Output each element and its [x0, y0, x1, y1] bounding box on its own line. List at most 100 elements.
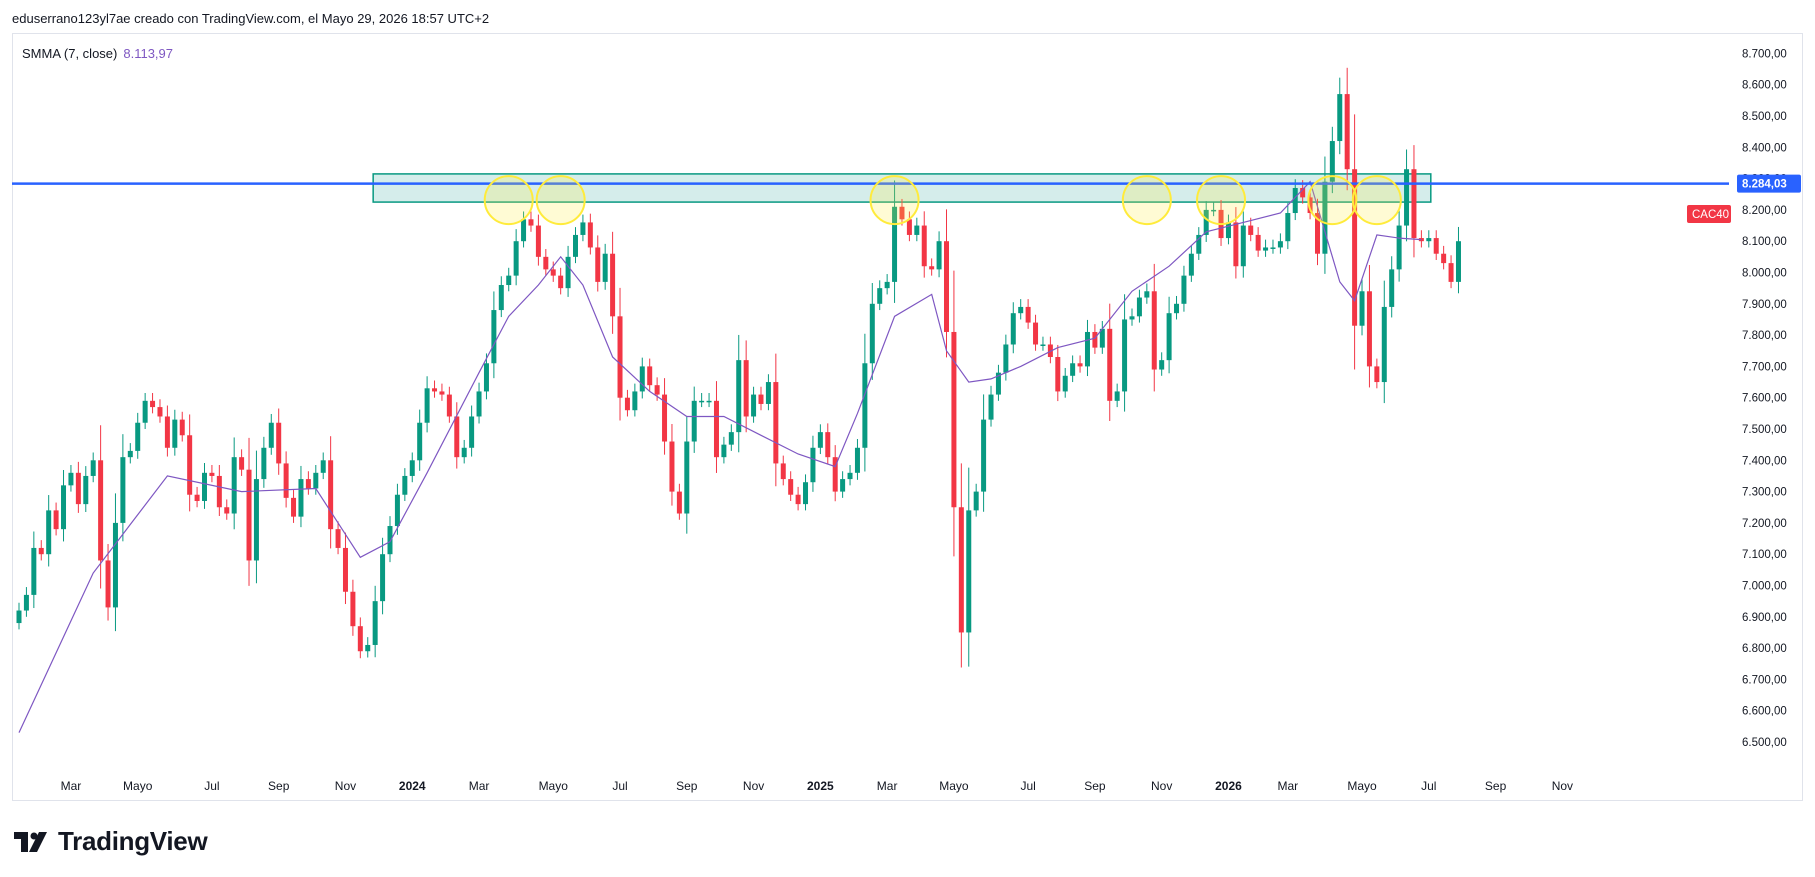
- candle-up: [936, 241, 942, 270]
- candle-down: [209, 472, 215, 476]
- candle-up: [1166, 313, 1172, 361]
- highlight-circle: [1196, 175, 1247, 226]
- symbol-badge: CAC40: [1692, 209, 1729, 221]
- candle-down: [1315, 213, 1320, 254]
- candle-up: [253, 479, 259, 561]
- price-label-box: [1737, 174, 1801, 193]
- candle-down: [1055, 357, 1061, 392]
- candle-up: [491, 310, 497, 364]
- symbol-badge-box: [1687, 205, 1731, 223]
- candle-down: [1092, 331, 1098, 348]
- candle-up: [803, 482, 809, 505]
- candle-down: [669, 441, 675, 492]
- candle-down: [75, 472, 81, 505]
- candle-up: [765, 382, 771, 404]
- candle-down: [246, 469, 252, 561]
- candle-down: [773, 382, 779, 464]
- candle-up: [580, 222, 586, 235]
- candle-down: [1025, 306, 1031, 323]
- candle-up: [862, 363, 868, 448]
- candle-up: [417, 422, 423, 461]
- candle-up: [1122, 319, 1128, 392]
- candle-up: [1136, 297, 1142, 317]
- y-tick-label: 8.400,00: [1742, 142, 1787, 154]
- candle-up: [1240, 225, 1246, 267]
- highlight-circle: [535, 175, 586, 226]
- candle-up: [409, 460, 415, 476]
- x-tick-label: Mar: [1277, 779, 1298, 793]
- candle-up: [483, 363, 489, 392]
- candle-up: [1010, 313, 1016, 345]
- y-tick-label: 6.600,00: [1742, 706, 1787, 718]
- candle-down: [53, 510, 59, 530]
- y-tick-label: 8.100,00: [1742, 236, 1787, 248]
- candle-down: [157, 407, 163, 417]
- candle-up: [380, 554, 386, 602]
- candle-down: [1352, 169, 1358, 326]
- candle-down: [595, 247, 601, 282]
- candle-down: [958, 507, 964, 633]
- candle-down: [543, 256, 549, 270]
- candle-down: [1366, 291, 1372, 367]
- candle-up: [1099, 328, 1105, 348]
- candle-down: [1248, 225, 1254, 235]
- candle-down: [342, 547, 348, 592]
- candle-up: [973, 491, 979, 511]
- candle-up: [1181, 275, 1187, 304]
- candle-down: [535, 225, 541, 257]
- candle-down: [1300, 187, 1306, 198]
- indicator-legend[interactable]: SMMA (7, close) 8.113,97: [22, 46, 173, 61]
- candle-down: [164, 416, 170, 448]
- candle-down: [528, 219, 534, 226]
- candle-up: [365, 644, 371, 652]
- candle-down: [1441, 253, 1447, 264]
- candle-up: [313, 472, 319, 489]
- candle-down: [38, 547, 44, 555]
- candle-up: [1426, 238, 1432, 242]
- y-tick-label: 7.400,00: [1742, 455, 1787, 467]
- candle-up: [424, 388, 430, 423]
- candle-down: [610, 253, 616, 317]
- candle-up: [892, 206, 898, 282]
- y-tick-label: 8.600,00: [1742, 80, 1787, 92]
- candle-up: [847, 472, 853, 480]
- candle-up: [684, 441, 690, 514]
- candle-up: [521, 219, 527, 242]
- x-tick-label: Sep: [676, 779, 698, 793]
- y-tick-label: 8.500,00: [1742, 111, 1787, 123]
- candle-up: [46, 510, 52, 555]
- candle-up: [1203, 209, 1209, 235]
- candle-down: [454, 416, 460, 458]
- candle-down: [1077, 363, 1083, 367]
- candle-up: [639, 366, 645, 392]
- candle-up: [840, 479, 846, 492]
- candle-up: [61, 485, 67, 530]
- candle-down: [291, 497, 297, 517]
- y-tick-label: 6.700,00: [1742, 674, 1787, 686]
- candle-down: [1151, 291, 1157, 370]
- y-tick-label: 7.800,00: [1742, 330, 1787, 342]
- candle-up: [721, 444, 727, 458]
- candle-up: [23, 594, 29, 611]
- candle-up: [1070, 363, 1076, 376]
- candle-up: [127, 450, 133, 458]
- x-tick-label: Mar: [877, 779, 898, 793]
- chart-frame: [12, 33, 1803, 801]
- candle-up: [142, 400, 148, 423]
- candle-down: [98, 460, 104, 561]
- candle-up: [1396, 225, 1402, 270]
- candle-up: [298, 479, 304, 517]
- candle-down: [1374, 366, 1380, 383]
- tradingview-logo-icon: [14, 831, 47, 852]
- candle-down: [216, 475, 222, 508]
- candle-down: [929, 266, 935, 270]
- tradingview-logo-text: TradingView: [58, 826, 208, 856]
- candle-down: [550, 269, 556, 276]
- x-tick-label: Mayo: [1347, 779, 1377, 793]
- candle-up: [699, 400, 705, 403]
- highlight-circle: [869, 175, 920, 226]
- x-tick-label: Jul: [1020, 779, 1035, 793]
- candle-down: [944, 241, 949, 332]
- candle-down: [105, 560, 111, 608]
